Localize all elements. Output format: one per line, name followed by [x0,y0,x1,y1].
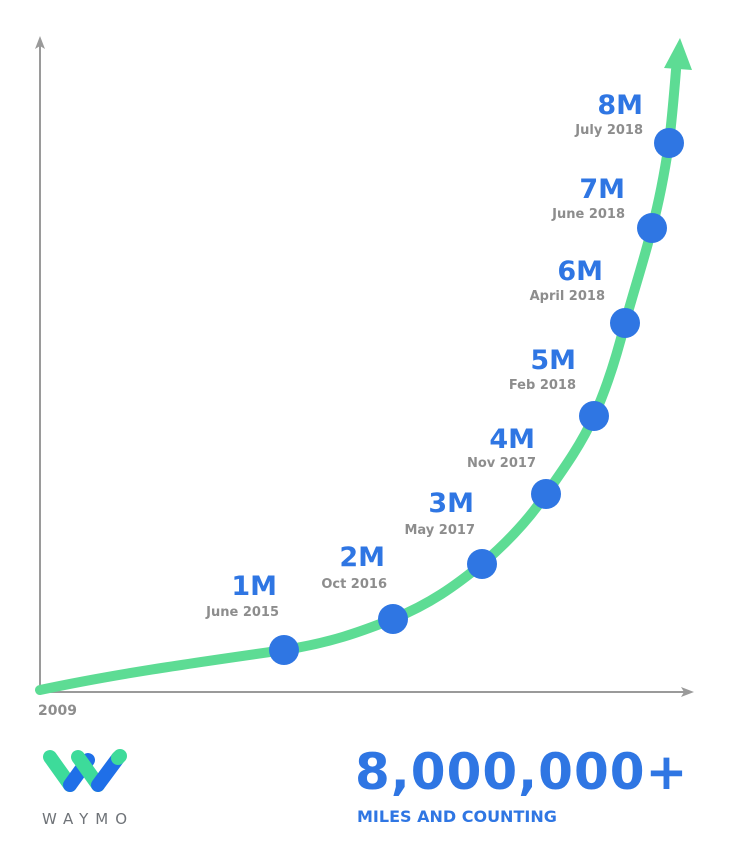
headline-subtitle: MILES AND COUNTING [357,807,557,826]
point-date: Nov 2017 [467,456,536,471]
y-axis [35,36,45,692]
point-date: June 2018 [552,207,625,222]
point-value: 5M [530,345,576,376]
point-date: Feb 2018 [508,378,576,393]
data-markers [269,128,684,665]
point-value: 6M [557,256,603,287]
point-date: May 2017 [404,523,476,538]
point-value: 2M [339,542,385,573]
x-axis [40,687,694,697]
point-value: 3M [428,488,474,519]
marker-7m [637,213,667,243]
marker-2m [378,604,408,634]
point-date: April 2018 [529,289,605,304]
point-date: June 2015 [206,605,279,620]
marker-5m [579,401,609,431]
growth-arrow-head-icon [664,38,692,70]
y-axis-arrow-icon [35,36,45,49]
waymo-wordmark: WAYMO [42,810,135,828]
marker-6m [610,308,640,338]
marker-1m [269,635,299,665]
growth-line [35,65,681,695]
headline-number: 8,000,000+ [355,743,689,801]
marker-3m [467,549,497,579]
point-date: Oct 2016 [321,577,387,592]
point-value: 8M [597,90,643,121]
miles-growth-chart [35,36,694,697]
point-value: 4M [489,424,535,455]
point-value: 1M [231,571,277,602]
marker-8m [654,128,684,158]
x-axis-arrow-icon [681,687,694,697]
marker-4m [531,479,561,509]
waymo-logo-icon [43,749,127,792]
x-axis-start-label: 2009 [38,703,77,719]
point-date: July 2018 [575,123,643,138]
point-value: 7M [579,174,625,205]
